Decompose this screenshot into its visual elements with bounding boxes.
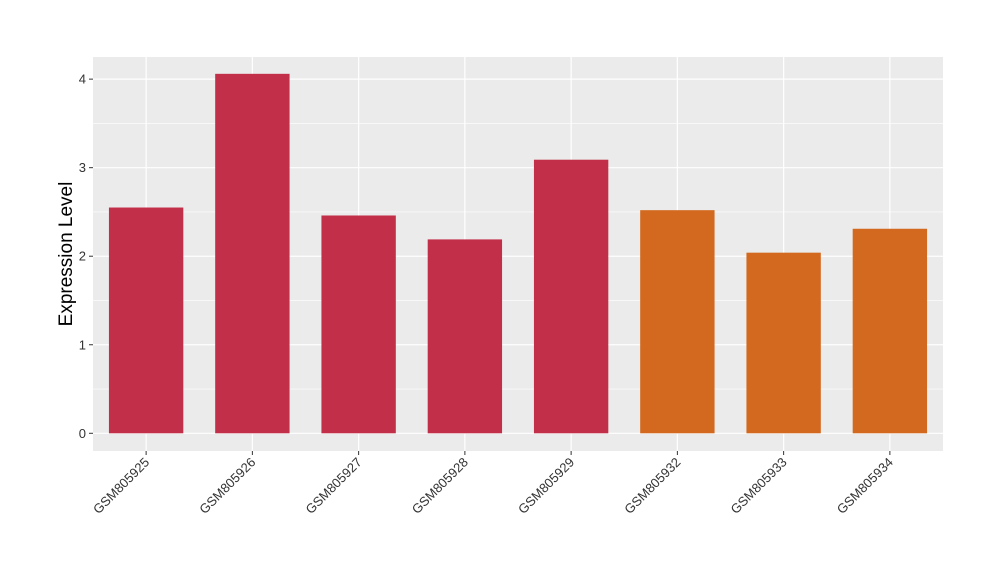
bar-GSM805926 [215, 73, 290, 434]
x-tick-label: GSM805934 [834, 455, 896, 517]
y-tick-label: 4 [79, 72, 86, 87]
bar-GSM805932 [640, 210, 715, 434]
bar-GSM805934 [852, 228, 928, 434]
y-axis-title: Expression Level [56, 182, 77, 327]
x-tick-label: GSM805933 [728, 455, 790, 517]
y-tick-label: 3 [79, 160, 86, 175]
bar-GSM805928 [427, 239, 503, 434]
x-axis: GSM805925 GSM805926 GSM805927 GSM805928 GSM8… [90, 451, 896, 517]
x-tick-label: GSM805929 [515, 455, 577, 517]
x-tick-label: GSM805932 [621, 455, 683, 517]
y-axis: 0 1 2 3 4 [79, 72, 93, 441]
y-tick-label: 2 [79, 249, 86, 264]
bar-GSM805929 [533, 159, 609, 434]
x-tick-label: GSM805927 [303, 455, 365, 517]
y-tick-label: 0 [79, 426, 86, 441]
bar-GSM805925 [108, 207, 184, 434]
bar-GSM805927 [321, 215, 396, 434]
x-tick-label: GSM805925 [90, 455, 152, 517]
x-tick-label: GSM805928 [409, 455, 471, 517]
bars [108, 73, 928, 434]
y-tick-label: 1 [79, 337, 86, 352]
x-tick-label: GSM805926 [196, 455, 258, 517]
bar-GSM805933 [746, 252, 821, 434]
